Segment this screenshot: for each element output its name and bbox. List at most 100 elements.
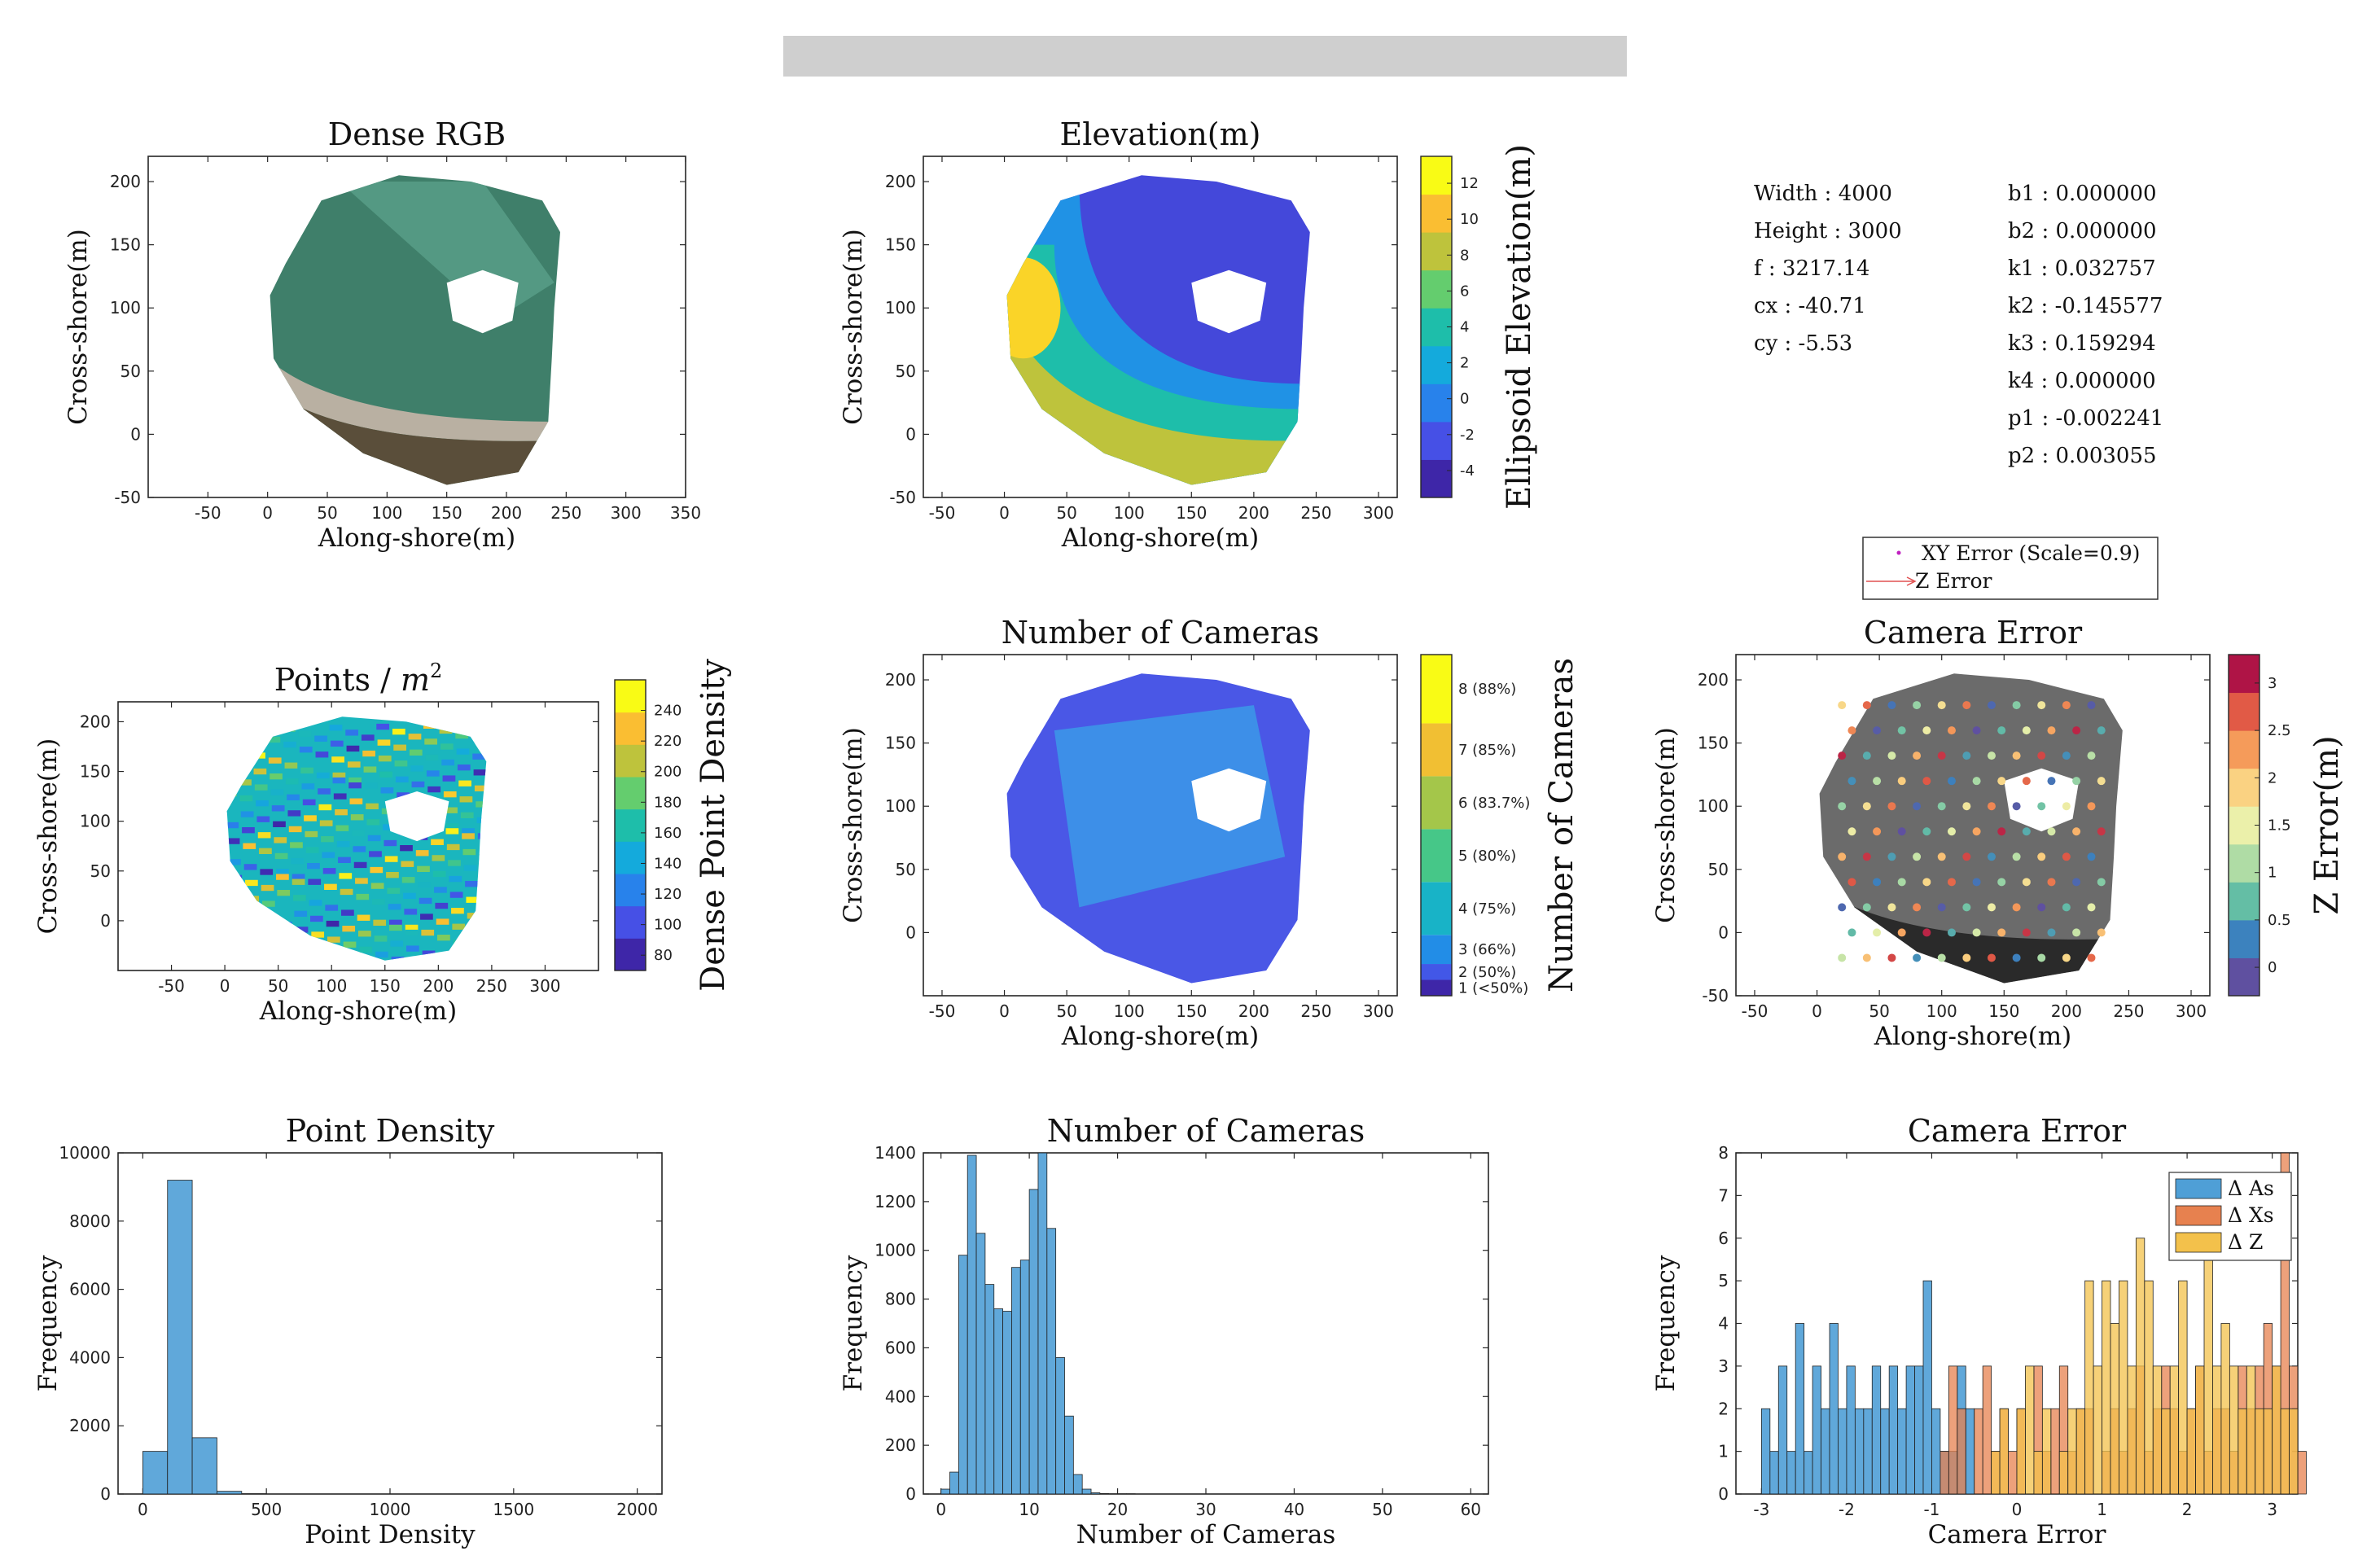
density-cell (436, 918, 449, 925)
points-density-map-cb-band (615, 808, 646, 842)
density-cell (333, 793, 347, 800)
num-cameras-map-cb-tick: 8 (88%) (1458, 681, 1516, 698)
camera-error-dot (2037, 953, 2046, 962)
camera-error-dot (2062, 903, 2071, 912)
camera-error-hist-bar (1888, 1365, 1899, 1495)
density-cell (388, 904, 401, 910)
camera-error-dot (2022, 827, 2031, 836)
density-cell (226, 726, 233, 733)
camera-error-dot (2047, 928, 2056, 937)
camera-error-hist-legend-label: Δ As (2228, 1176, 2274, 1200)
camera-error-dot (1847, 928, 1856, 937)
density-cell (330, 740, 344, 747)
density-cell (280, 937, 294, 944)
density-cell (453, 940, 467, 946)
density-cell (278, 905, 291, 912)
density-cell (344, 957, 357, 961)
camera-error-dot (1997, 726, 2006, 735)
camera-error-dot (1897, 827, 1906, 836)
camera-error-hist-bar (2016, 1408, 2026, 1495)
camera-error-dot (1947, 878, 1956, 887)
num-cameras-map-cb-tick: 7 (85%) (1458, 742, 1516, 759)
density-cell (251, 731, 265, 738)
elevation-cb-tick: -4 (1460, 462, 1475, 480)
camera-error-hist-bar (1905, 1365, 1915, 1495)
camera-error-dot (1987, 953, 1996, 962)
camera-info-right-5: k4 : 0.000000 (2008, 369, 2156, 393)
points-density-map-xtick-label: 0 (220, 976, 230, 996)
camera-error-map-cb-band (2229, 957, 2259, 997)
camera-error-hist-bar (1880, 1408, 1890, 1495)
density-cell (273, 821, 286, 827)
camera-error-dot (2012, 852, 2021, 861)
density-cell (438, 955, 452, 961)
density-cell (403, 892, 416, 899)
density-cell (384, 839, 397, 847)
density-cell (432, 855, 445, 861)
camera-error-dot (1962, 751, 1971, 760)
camera-error-map-xtick-label: 50 (1869, 1001, 1889, 1021)
camera-error-dot (2037, 903, 2046, 912)
density-cell (246, 896, 260, 902)
density-cell (372, 899, 385, 905)
camera-error-hist-ylabel: Frequency (1651, 1255, 1681, 1391)
density-cell (249, 944, 262, 950)
density-cell (407, 962, 420, 967)
density-cell (471, 738, 484, 744)
camera-error-dot (1962, 701, 1971, 710)
camera-error-map-cb-band (2229, 692, 2259, 731)
camera-error-hist-bar (1777, 1365, 1788, 1495)
num-cameras-hist-bar (1019, 1260, 1030, 1495)
title-sup: 2 (430, 659, 442, 682)
elevation-cb-band (1421, 156, 1452, 195)
density-cell (265, 949, 278, 955)
camera-info-left-0: Width : 4000 (1754, 182, 1892, 206)
camera-error-hist-bar (2008, 1451, 2018, 1495)
camera-error-hist-bar (2186, 1408, 2196, 1495)
camera-error-dot (2072, 777, 2081, 786)
points-density-map-cb-tick: 140 (654, 855, 682, 872)
density-cell (364, 782, 378, 789)
camera-info-right-4: k3 : 0.159294 (2008, 331, 2156, 356)
num-cameras-map-axes: -50 0 50 100 150 200 250 300 0 50 100 150 200 Number … (839, 615, 1398, 1051)
camera-error-dot (1937, 903, 1946, 912)
camera-error-dot (2047, 777, 2056, 786)
points-density-map-cb-band (615, 905, 646, 939)
density-cell (460, 812, 474, 818)
elevation-xtick-label: 200 (1238, 503, 1269, 523)
camera-error-map-cb-band (2229, 730, 2259, 769)
density-cell (462, 848, 476, 856)
camera-error-dot (1997, 878, 2006, 887)
camera-error-hist-ytick-label: 5 (1718, 1271, 1729, 1290)
dense-rgb-ytick-label: 50 (121, 361, 141, 381)
num-cameras-map-title: Number of Cameras (1002, 615, 1319, 651)
camera-error-hist-bar (1914, 1365, 1924, 1495)
camera-error-dot (2087, 802, 2096, 811)
density-cell (427, 786, 440, 793)
elevation-xtick-label: 100 (1114, 503, 1145, 523)
camera-error-dot (1987, 751, 1996, 760)
point-density-hist-ytick-label: 8000 (69, 1211, 111, 1231)
density-cell (230, 891, 243, 897)
num-cameras-map-cb-band (1421, 979, 1452, 996)
camera-error-dot (2037, 701, 2046, 710)
camera-error-hist-bar (1786, 1451, 1796, 1495)
density-cell (352, 830, 365, 836)
point-density-hist-ytick-label: 4000 (69, 1347, 111, 1367)
camera-info-left-4: cy : -5.53 (1754, 331, 1852, 356)
camera-info: Width : 4000 Height : 3000 f : 3217.14 c… (1754, 182, 2163, 468)
density-cell (375, 951, 388, 958)
camera-error-hist-bar (1812, 1365, 1821, 1495)
density-cell (390, 940, 404, 947)
density-cell (274, 837, 287, 843)
num-cameras-map-cb-tick: 6 (83.7%) (1458, 795, 1530, 812)
camera-error-hist-bar (2110, 1323, 2119, 1495)
camera-error-map-cb-tick: 0.5 (2268, 912, 2291, 929)
num-cameras-map-surface (1006, 673, 1310, 984)
camera-error-dot (1937, 751, 1946, 760)
density-cell (476, 817, 487, 824)
points-density-map-cb-tick: 160 (654, 825, 682, 842)
density-cell (358, 931, 371, 937)
points-density-map-xtick-label: -50 (158, 976, 185, 996)
point-density-hist-bar (167, 1180, 193, 1495)
